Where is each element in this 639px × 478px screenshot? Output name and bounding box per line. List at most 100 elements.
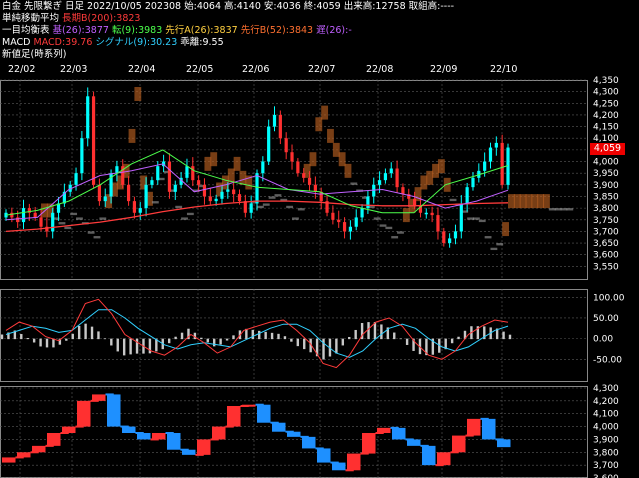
ichimoku-cloud-segment: [548, 208, 556, 211]
macd-histogram-bar: [296, 338, 299, 347]
macd-histogram-bar: [103, 338, 107, 340]
ichimoku-cloud-segment: [367, 205, 375, 209]
ichimoku-cloud-segment: [70, 212, 78, 216]
ichimoku-cloud-segment: [99, 217, 107, 220]
newprice-axis-tick: 3,600: [593, 474, 619, 478]
date-label: 22/06: [242, 64, 270, 75]
candle-body: [424, 212, 428, 215]
date-label: 22/08: [366, 64, 394, 75]
macd-axis-tick: -50.00: [593, 355, 622, 365]
candle-body: [272, 114, 277, 127]
ichimoku-cloud-segment: [192, 189, 200, 192]
ichimoku-cloud-segment: [344, 163, 352, 178]
candle-body: [395, 168, 399, 188]
ichimoku-cloud-segment: [443, 177, 451, 192]
candle-body: [377, 180, 382, 185]
candle-body: [185, 166, 189, 178]
ichimoku-cloud-segment: [274, 194, 282, 197]
ichimoku-cloud-segment: [140, 175, 148, 190]
ichimoku-cloud-segment: [502, 222, 509, 237]
ichimoku-cloud-segment: [356, 189, 364, 192]
candle-body: [342, 222, 347, 232]
candle-body: [10, 212, 14, 218]
candle-body: [86, 96, 90, 139]
candle-body: [506, 147, 510, 185]
macd-histogram-bar: [373, 322, 377, 340]
new-price-brick: [77, 400, 91, 427]
macd-histogram-bar: [348, 336, 351, 340]
candle-body: [39, 217, 43, 227]
macd-histogram-bar: [206, 338, 209, 343]
newprice-axis-tick: 3,800: [593, 448, 619, 458]
ichimoku-cloud-segment: [426, 170, 434, 185]
ichimoku-cloud-segment: [163, 170, 171, 174]
ichimoku-cloud-segment: [321, 105, 329, 120]
new-price-brick: [197, 439, 211, 455]
ichimoku-cloud-segment: [391, 236, 399, 239]
macd-histogram-bar: [309, 338, 312, 353]
price-axis-tick: 3,900: [593, 181, 619, 191]
ichimoku-cloud-segment: [93, 236, 101, 239]
price-axis-tick: 3,950: [593, 169, 619, 179]
ichimoku-cloud-segment: [478, 219, 486, 223]
macd-histogram-bar: [45, 338, 49, 348]
ichimoku-cloud-segment: [41, 203, 48, 218]
info-segment: 長期B(200):3823: [62, 13, 141, 24]
ichimoku-cloud-segment: [46, 203, 54, 218]
candle-body: [121, 166, 125, 185]
macd-axis-tick: 100.00: [593, 293, 625, 303]
price-axis-tick: 3,650: [593, 239, 619, 249]
ichimoku-cloud-segment: [268, 196, 276, 199]
new-price-brick: [272, 422, 286, 432]
macd-histogram-bar: [386, 327, 390, 340]
price-axis-tick: 4,200: [593, 111, 619, 121]
price-axis-tick: 4,150: [593, 123, 619, 133]
macd-histogram-bar: [457, 336, 460, 340]
ichimoku-cloud-segment: [245, 175, 253, 190]
ichimoku-cloud-segment: [362, 196, 369, 199]
candle-body: [16, 217, 20, 223]
macd-histogram-bar: [187, 328, 190, 340]
info-segment: 転(9):3983: [111, 25, 166, 36]
macd-histogram-bar: [341, 338, 345, 346]
ichimoku-cloud-segment: [181, 217, 188, 220]
ichimoku-cloud-segment: [543, 194, 550, 209]
new-price-brick: [287, 431, 301, 437]
ichimoku-cloud-segment: [233, 156, 241, 171]
macd-histogram-bar: [84, 323, 87, 340]
macd-histogram-bar: [502, 331, 505, 340]
ichimoku-cloud-segment: [52, 217, 60, 220]
macd-histogram-bar: [65, 338, 68, 341]
candle-body: [278, 114, 282, 139]
candle-body: [383, 173, 388, 181]
price-axis-tick: 4,250: [593, 99, 619, 109]
new-price-brick: [377, 427, 391, 433]
ichimoku-cloud-segment: [87, 231, 95, 234]
new-price-brick: [2, 457, 16, 463]
ichimoku-cloud-segment: [186, 212, 194, 216]
info-segment: 新値足(時系列): [2, 49, 67, 60]
macd-histogram-bar: [508, 334, 512, 340]
price-axis-tick: 4,000: [593, 158, 619, 168]
ichimoku-cloud-segment: [554, 208, 562, 211]
macd-histogram-bar: [213, 338, 216, 347]
candle-body: [179, 177, 183, 185]
ichimoku-cloud-segment: [484, 236, 492, 239]
macd-histogram-bar: [354, 329, 357, 340]
macd-histogram-bar: [450, 338, 454, 344]
info-segment: 単純移動平均: [2, 13, 63, 24]
macd-histogram-bar: [335, 338, 338, 354]
candle-body: [226, 189, 230, 192]
candle-body: [500, 142, 504, 185]
ichimoku-cloud-segment: [472, 217, 480, 220]
new-price-brick: [47, 433, 61, 446]
macd-histogram-bar: [174, 336, 177, 340]
candle-body: [307, 177, 312, 185]
info-segment: 白金 先限繋ぎ 日足 2022/10/05 202308 始:4064 高:41…: [2, 1, 455, 12]
candle-body: [436, 215, 440, 232]
ichimoku-cloud-segment: [338, 152, 346, 167]
ichimoku-cloud-segment: [221, 175, 229, 190]
candle-body: [261, 161, 265, 174]
